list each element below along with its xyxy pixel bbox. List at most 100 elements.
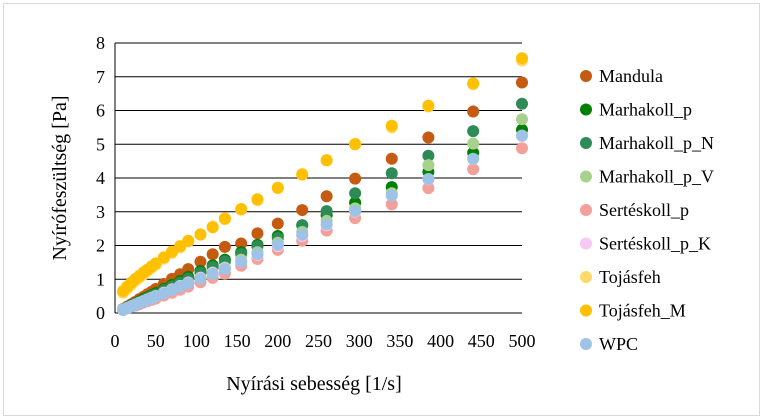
y-tick-label: 1 [96,269,105,289]
data-point [206,248,219,261]
y-tick-label: 6 [96,101,105,121]
data-point [194,228,207,241]
y-tick-label: 3 [96,202,105,222]
series-6 [117,54,528,299]
legend-label: Tojásfeh_M [599,301,686,321]
legend-label: Sertéskoll_p [599,200,689,220]
legend-marker [580,204,592,216]
data-point [235,203,248,216]
x-tick-label: 50 [147,331,165,351]
data-point [296,228,309,241]
data-point [206,267,219,280]
data-point [516,76,528,89]
data-point [467,105,480,118]
series-7 [117,52,528,298]
data-point [385,152,398,165]
data-point [194,272,207,285]
legend-label: Sertéskoll_p_K [599,234,711,254]
data-point [320,190,333,203]
legend-marker [580,271,592,283]
data-point [349,172,362,185]
data-point [271,181,284,194]
data-point [349,187,362,200]
data-point [218,212,231,225]
legend: Mandula Marhakoll_p Marhakoll_p_N Marhakoll… [580,66,714,354]
y-tick-label: 4 [96,168,105,188]
x-tick-label: 350 [386,331,413,351]
x-tick-label: 250 [305,331,332,351]
data-point [516,113,528,126]
data-point [467,163,480,176]
data-point [251,227,264,240]
data-point [422,182,435,195]
legend-marker [580,237,592,250]
y-tick-label: 7 [96,67,105,87]
data-point [218,263,231,276]
data-point [422,159,435,172]
legend-marker [580,70,592,82]
data-point [422,131,435,144]
x-tick-labels: 0 50 100 150 200 250 300 350 400 450 500 [111,331,536,351]
legend-marker [580,137,592,149]
y-tick-label: 8 [96,33,105,53]
data-point [296,204,309,217]
data-point [182,234,195,247]
legend-label: Marhakoll_p_V [599,167,714,187]
data-point [320,154,333,167]
x-tick-label: 0 [111,331,120,351]
data-point [385,167,398,180]
legend-label: Tojásfeh [599,267,661,287]
data-point [235,255,248,268]
x-tick-label: 500 [509,331,536,351]
data-point [251,248,264,261]
y-tick-label: 2 [96,236,105,256]
data-point [516,52,528,65]
data-point [467,137,480,150]
data-point [271,238,284,251]
data-point [271,217,284,230]
x-axis-title: Nyírási sebesség [1/s] [226,373,402,395]
data-point [206,221,219,234]
chart-frame [3,3,760,416]
axes [114,43,522,314]
y-axis-title: Nyírófeszültség [Pa] [49,96,71,261]
x-tick-label: 400 [427,331,454,351]
data-point [385,198,398,211]
series-8 [117,129,528,316]
legend-marker [580,170,592,183]
data-point [516,97,528,110]
y-tick-label: 0 [96,303,105,323]
data-point [251,193,264,206]
x-tick-label: 150 [224,331,251,351]
data-point [516,142,528,155]
data-point [467,77,480,90]
data-point [422,149,435,162]
legend-marker [580,103,592,116]
data-point [422,99,435,112]
x-tick-label: 300 [346,331,373,351]
x-tick-label: 450 [468,331,495,351]
data-point [516,129,528,142]
legend-label: Marhakoll_p [599,100,692,120]
data-point [218,240,231,253]
data-point [182,277,195,290]
y-tick-labels: 0 1 2 3 4 5 6 7 8 [96,33,105,323]
legend-label: WPC [599,334,638,354]
legend-label: Mandula [599,66,663,86]
x-tick-label: 100 [183,331,210,351]
data-point [422,173,435,186]
data-point [296,168,309,181]
data-point [385,119,398,132]
data-points [117,52,528,316]
data-point [467,152,480,165]
legend-marker [580,338,592,350]
y-tick-label: 5 [96,134,105,154]
data-point [320,205,333,218]
x-tick-label: 200 [264,331,291,351]
legend-label: Marhakoll_p_N [599,133,714,153]
data-point [385,189,398,202]
data-point [320,218,333,231]
data-point [194,255,207,268]
data-point [349,205,362,218]
